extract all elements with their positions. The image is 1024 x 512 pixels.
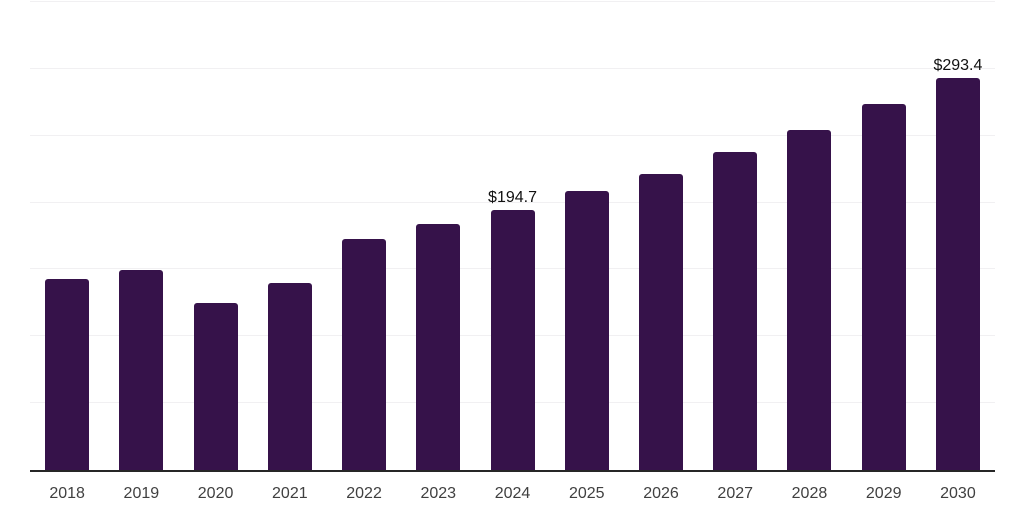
x-axis-tick-label: 2027 — [717, 485, 754, 502]
gridline — [30, 202, 995, 203]
x-axis-tick-label: 2022 — [346, 485, 382, 502]
x-axis-tick-label: 2019 — [123, 485, 160, 502]
bar-slot — [550, 2, 624, 470]
bar-2026 — [638, 174, 683, 470]
bar-2024 — [490, 210, 535, 470]
bar-slot — [401, 2, 475, 470]
bar-2020 — [193, 303, 238, 470]
gridline — [30, 135, 995, 136]
bar-2021 — [267, 283, 312, 470]
bar-2028 — [787, 130, 832, 470]
bar-slot — [30, 2, 104, 470]
gridline — [30, 1, 995, 2]
bar-slot — [624, 2, 698, 470]
x-axis-tick-label: 2030 — [940, 485, 976, 502]
x-axis-tick-label: 2025 — [568, 485, 605, 502]
bar-2023 — [416, 224, 461, 470]
x-axis-tick-label: 2021 — [272, 485, 308, 502]
bar-slot — [698, 2, 772, 470]
bar-slot — [327, 2, 401, 470]
bar-slot — [253, 2, 327, 470]
x-axis-line — [30, 470, 995, 472]
bar-slot — [104, 2, 178, 470]
bar-2030 — [935, 78, 980, 470]
bar-slot — [178, 2, 252, 470]
x-axis-tick-label: 2029 — [865, 485, 902, 502]
bar-slot — [772, 2, 846, 470]
bar-2018 — [45, 279, 90, 470]
x-axis-tick-label: 2024 — [494, 485, 531, 502]
x-axis-tick-label: 2023 — [420, 485, 457, 502]
bar-2022 — [342, 239, 387, 470]
bars-row: $194.7 $293.4 — [30, 2, 995, 470]
x-axis-tick-label: 2018 — [49, 485, 85, 502]
bar-slot: $194.7 — [475, 2, 549, 470]
bar-2025 — [564, 191, 609, 470]
x-axis-tick-label: 2020 — [197, 485, 234, 502]
bar-value-label: $293.4 — [933, 57, 983, 74]
gridline — [30, 68, 995, 69]
bar-value-label: $194.7 — [488, 189, 537, 206]
plot-area: $194.7 $293.4 — [30, 1, 995, 472]
x-axis-tick-label: 2028 — [791, 485, 828, 502]
bar-2019 — [119, 270, 164, 470]
x-axis-tick-labels: 2018 2019 2020 2021 2022 2023 2024 2025 2026 2027… — [30, 480, 995, 507]
bar-slot — [847, 2, 921, 470]
bar-2027 — [713, 152, 758, 470]
bar-slot: $293.4 — [921, 2, 995, 470]
bar-2029 — [861, 104, 906, 470]
x-axis-tick-label: 2026 — [643, 485, 679, 502]
